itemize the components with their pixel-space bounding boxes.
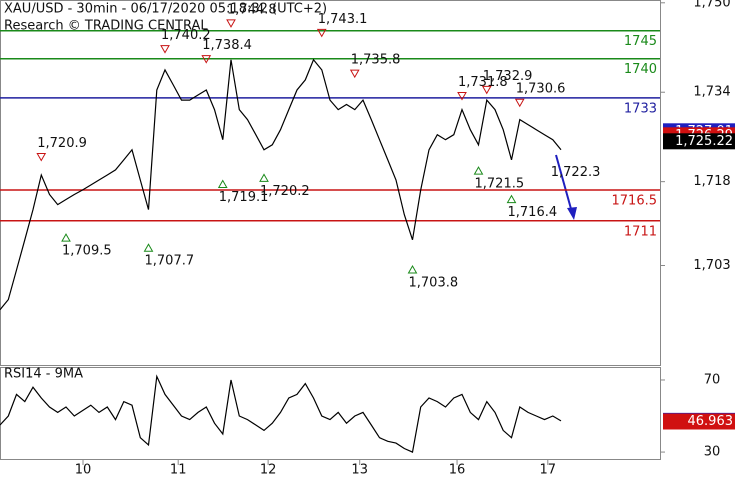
price-box <box>663 413 735 430</box>
trough-label: 1,707.7 <box>145 254 195 269</box>
projection-label: 1,722.3 <box>551 165 601 180</box>
price-box-label: 1,725.22 <box>675 134 733 149</box>
peak-label: 1,730.6 <box>516 82 566 97</box>
peak-marker <box>316 28 327 38</box>
peak-marker <box>201 55 212 64</box>
level-label: 1745 <box>624 34 657 49</box>
peak-label: 1,731.8 <box>458 75 508 90</box>
peak-label: 1,720.9 <box>37 136 87 151</box>
x-tick-label: 12 <box>260 463 277 478</box>
peak-marker <box>226 19 236 28</box>
trough-marker <box>217 179 228 189</box>
peak-label: 1,735.8 <box>351 53 401 68</box>
trough-label: 1,716.4 <box>508 205 558 220</box>
chart-subtitle: Research © TRADING CENTRAL <box>4 19 208 34</box>
y-tick-label: 1,734 <box>693 85 730 100</box>
trough-marker <box>473 166 484 175</box>
peak-label: 1,740.2 <box>161 28 211 43</box>
trough-marker <box>143 243 154 252</box>
trough-label: 1,721.5 <box>475 177 525 192</box>
x-tick-label: 17 <box>540 463 557 478</box>
peak-marker <box>349 69 360 79</box>
level-label: 1711 <box>624 224 657 239</box>
price-box <box>663 133 735 150</box>
trough-marker <box>506 194 517 204</box>
arrow-head <box>567 207 577 220</box>
y-tick-label: 1,703 <box>693 258 730 273</box>
y-tick-label: 30 <box>704 445 721 460</box>
level-label: 1740 <box>624 62 657 77</box>
peak-label: 1,743.1 <box>318 12 368 27</box>
trough-label: 1,719.1 <box>219 190 269 205</box>
trough-marker <box>61 233 71 242</box>
series-line <box>0 374 562 453</box>
price-box-label: 46.963 <box>688 414 734 429</box>
rsi-frame <box>0 367 661 460</box>
projection-arrow <box>555 154 574 217</box>
trough-label: 1,720.2 <box>260 184 310 199</box>
x-tick-label: 13 <box>351 463 368 478</box>
rsi-title: RSI14 - 9MA <box>4 367 83 382</box>
chart-title: XAU/USD - 30min - 06/17/2020 05:18:32 (U… <box>4 2 327 17</box>
x-tick-label: 11 <box>170 463 187 478</box>
peak-marker <box>457 92 467 101</box>
x-tick-label: 16 <box>449 463 466 478</box>
y-tick-label: 70 <box>704 372 721 387</box>
trough-label: 1,703.8 <box>409 276 459 291</box>
trough-label: 1,709.5 <box>62 244 112 259</box>
peak-marker <box>481 85 492 95</box>
peak-marker <box>160 45 170 54</box>
peak-marker <box>514 98 525 108</box>
level-label: 1733 <box>624 101 657 116</box>
peak-label: 1,732.9 <box>483 69 533 84</box>
price-frame <box>0 0 661 366</box>
y-tick-label: 1,750 <box>693 0 730 10</box>
peak-label: 1,738.4 <box>202 38 252 53</box>
peak-label: 1,744.8 <box>227 2 277 17</box>
trough-marker <box>407 265 418 274</box>
level-label: 1716.5 <box>612 194 658 209</box>
series-line <box>0 58 562 311</box>
peak-marker <box>36 152 47 162</box>
y-tick-label: 1,718 <box>693 174 730 189</box>
x-tick-label: 10 <box>75 463 92 478</box>
trough-marker <box>259 173 269 182</box>
